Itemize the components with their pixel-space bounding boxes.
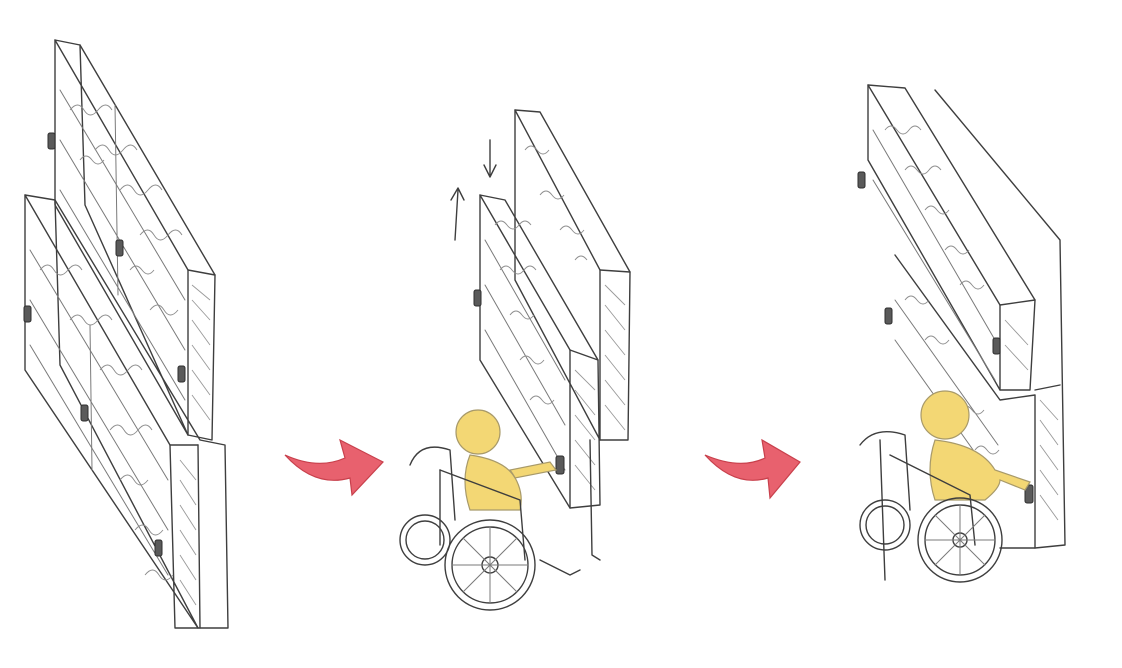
handle-icon (177, 365, 186, 383)
panel-wheelchair-user-reaching (857, 84, 1066, 583)
wheelchair-icon (399, 446, 581, 611)
handle-icon (115, 239, 124, 257)
handle-icon (1024, 484, 1034, 504)
handle-icon (154, 539, 163, 557)
handle-icon (555, 455, 565, 475)
up-arrow-icon (450, 187, 465, 241)
lower-shelf-unit (24, 194, 229, 629)
handle-icon (884, 307, 893, 325)
handle-icon (47, 132, 56, 150)
person-icon (455, 409, 558, 511)
handle-icon (80, 404, 89, 422)
person-icon (920, 390, 1031, 501)
handle-icon (23, 305, 32, 323)
transition-arrow-icon (284, 438, 384, 497)
handle-icon (473, 289, 482, 307)
handle-icon (992, 337, 1001, 355)
panel-shelf-moving (399, 109, 631, 611)
wheelchair-icon (859, 431, 1003, 583)
transition-arrow-icon (704, 438, 801, 500)
down-arrow-icon (483, 139, 497, 178)
panel-shelves-lowered (23, 39, 229, 629)
handle-icon (857, 171, 866, 189)
